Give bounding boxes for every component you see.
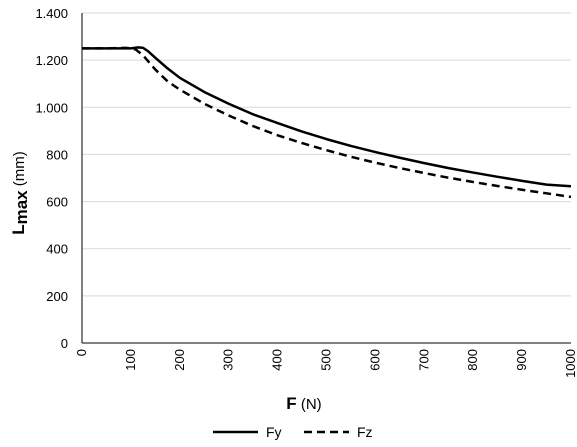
- legend-label-fy: Fy: [266, 424, 282, 440]
- y-tick-label: 1.000: [35, 100, 68, 115]
- legend: Fy Fz: [213, 424, 373, 440]
- y-tick-label: 1.200: [35, 53, 68, 68]
- y-tick-label: 800: [46, 147, 68, 162]
- x-tick-label: 700: [416, 349, 431, 371]
- y-tick-label: 1.400: [35, 6, 68, 21]
- y-axis-label-unit: (mm): [11, 151, 28, 190]
- x-tick-label: 500: [319, 349, 334, 371]
- series-group: [82, 46, 572, 199]
- x-tick-label: 1000: [563, 349, 577, 378]
- x-tick-label: 100: [123, 349, 138, 371]
- series-line-fz: [82, 46, 572, 199]
- x-axis-label-main: F: [286, 394, 296, 413]
- y-tick-label: 600: [46, 195, 68, 210]
- x-tick-label: 0: [74, 349, 89, 356]
- gridlines: [82, 12, 571, 297]
- x-tick-label: 600: [367, 349, 382, 371]
- y-tick-label: 200: [46, 289, 68, 304]
- x-tick-label: 200: [172, 349, 187, 371]
- y-axis-label-main: L: [9, 224, 28, 234]
- series-line-fy: [82, 46, 572, 188]
- x-axis-label-unit: (N): [297, 396, 322, 413]
- x-tick-label: 900: [514, 349, 529, 371]
- y-axis-label-subscript: max: [12, 190, 31, 225]
- x-tick-label: 800: [465, 349, 480, 371]
- x-tick-label: 400: [270, 349, 285, 371]
- y-axis-label: Lmax (mm): [9, 151, 31, 235]
- x-tick-labels: 0 100 200 300 400 500 600 700 800 900 1000: [74, 349, 577, 378]
- axes: [81, 13, 571, 344]
- x-tick-label: 300: [221, 349, 236, 371]
- x-axis-label: F (N): [286, 394, 321, 413]
- y-tick-label: 0: [61, 336, 68, 351]
- y-tick-labels: 0 200 400 600 800 1.000 1.200 1.400: [35, 6, 68, 351]
- y-tick-label: 400: [46, 242, 68, 257]
- legend-label-fz: Fz: [357, 424, 373, 440]
